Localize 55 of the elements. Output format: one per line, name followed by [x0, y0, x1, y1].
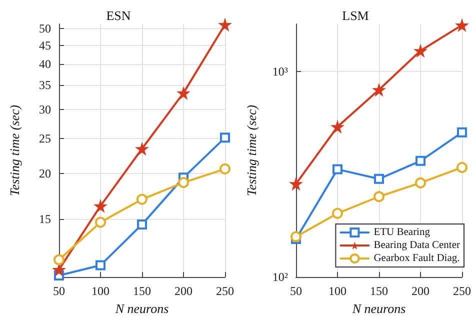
y-tick-label: 50 [39, 22, 51, 36]
x-tick-label: 200 [412, 284, 430, 298]
point [414, 44, 428, 58]
point [135, 142, 149, 156]
point [178, 177, 189, 188]
point [456, 162, 468, 173]
point [176, 86, 190, 100]
point [374, 174, 384, 184]
point [290, 231, 302, 242]
y-tick-label: 10³ [272, 64, 288, 78]
y-tick-label: 35 [39, 78, 51, 92]
x-tick-label: 150 [370, 284, 388, 298]
point [374, 191, 384, 202]
point [95, 216, 106, 228]
x-tick-label: 50 [290, 284, 302, 298]
point [332, 164, 342, 174]
point [332, 208, 343, 219]
x-tick-label: 50 [53, 284, 65, 298]
y-tick-label: 25 [39, 131, 51, 146]
y-tick-label: 40 [39, 56, 51, 71]
x-tick-label: 250 [216, 284, 234, 298]
y-tick-label: 20 [39, 166, 51, 181]
y-axis-title: Testing time (sec) [244, 104, 259, 196]
x-tick-label: 150 [133, 284, 151, 298]
chart-title: ESN [106, 8, 132, 23]
y-tick-label: 10² [272, 270, 288, 284]
point [455, 18, 469, 32]
legend-label: Gearbox Fault Diag. [374, 253, 460, 264]
point [220, 132, 230, 143]
point [54, 254, 64, 266]
point [372, 82, 386, 97]
x-axis-title: N neurons [351, 300, 406, 316]
y-axis-title: Testing time (sec) [7, 104, 22, 196]
point [220, 163, 230, 174]
y-tick-label: 15 [39, 212, 51, 226]
x-tick-label: 100 [328, 284, 346, 298]
point [137, 219, 147, 230]
point [457, 127, 467, 138]
legend-label: ETU Bearing [374, 227, 431, 238]
point [218, 18, 232, 32]
point [416, 156, 426, 166]
point [96, 260, 106, 270]
point [415, 177, 426, 188]
point [94, 198, 108, 213]
y-tick-label: 30 [39, 102, 51, 116]
y-tick-label: 45 [39, 38, 51, 52]
point [289, 176, 303, 191]
point [136, 194, 148, 205]
x-tick-label: 250 [453, 284, 471, 298]
x-tick-label: 200 [174, 284, 192, 298]
point [330, 120, 344, 134]
chart-title: LSM [342, 8, 370, 23]
x-axis-title: N neurons [114, 300, 169, 316]
legend-label: Bearing Data Center [374, 240, 461, 251]
x-tick-label: 100 [92, 284, 110, 298]
